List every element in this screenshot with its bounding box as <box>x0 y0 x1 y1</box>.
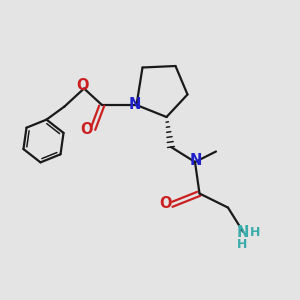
Text: N: N <box>236 225 249 240</box>
Text: H: H <box>237 238 248 251</box>
Text: O: O <box>80 122 93 137</box>
Text: N: N <box>129 97 141 112</box>
Text: O: O <box>76 78 89 93</box>
Text: H: H <box>250 226 260 239</box>
Text: O: O <box>159 196 171 211</box>
Text: N: N <box>190 153 202 168</box>
